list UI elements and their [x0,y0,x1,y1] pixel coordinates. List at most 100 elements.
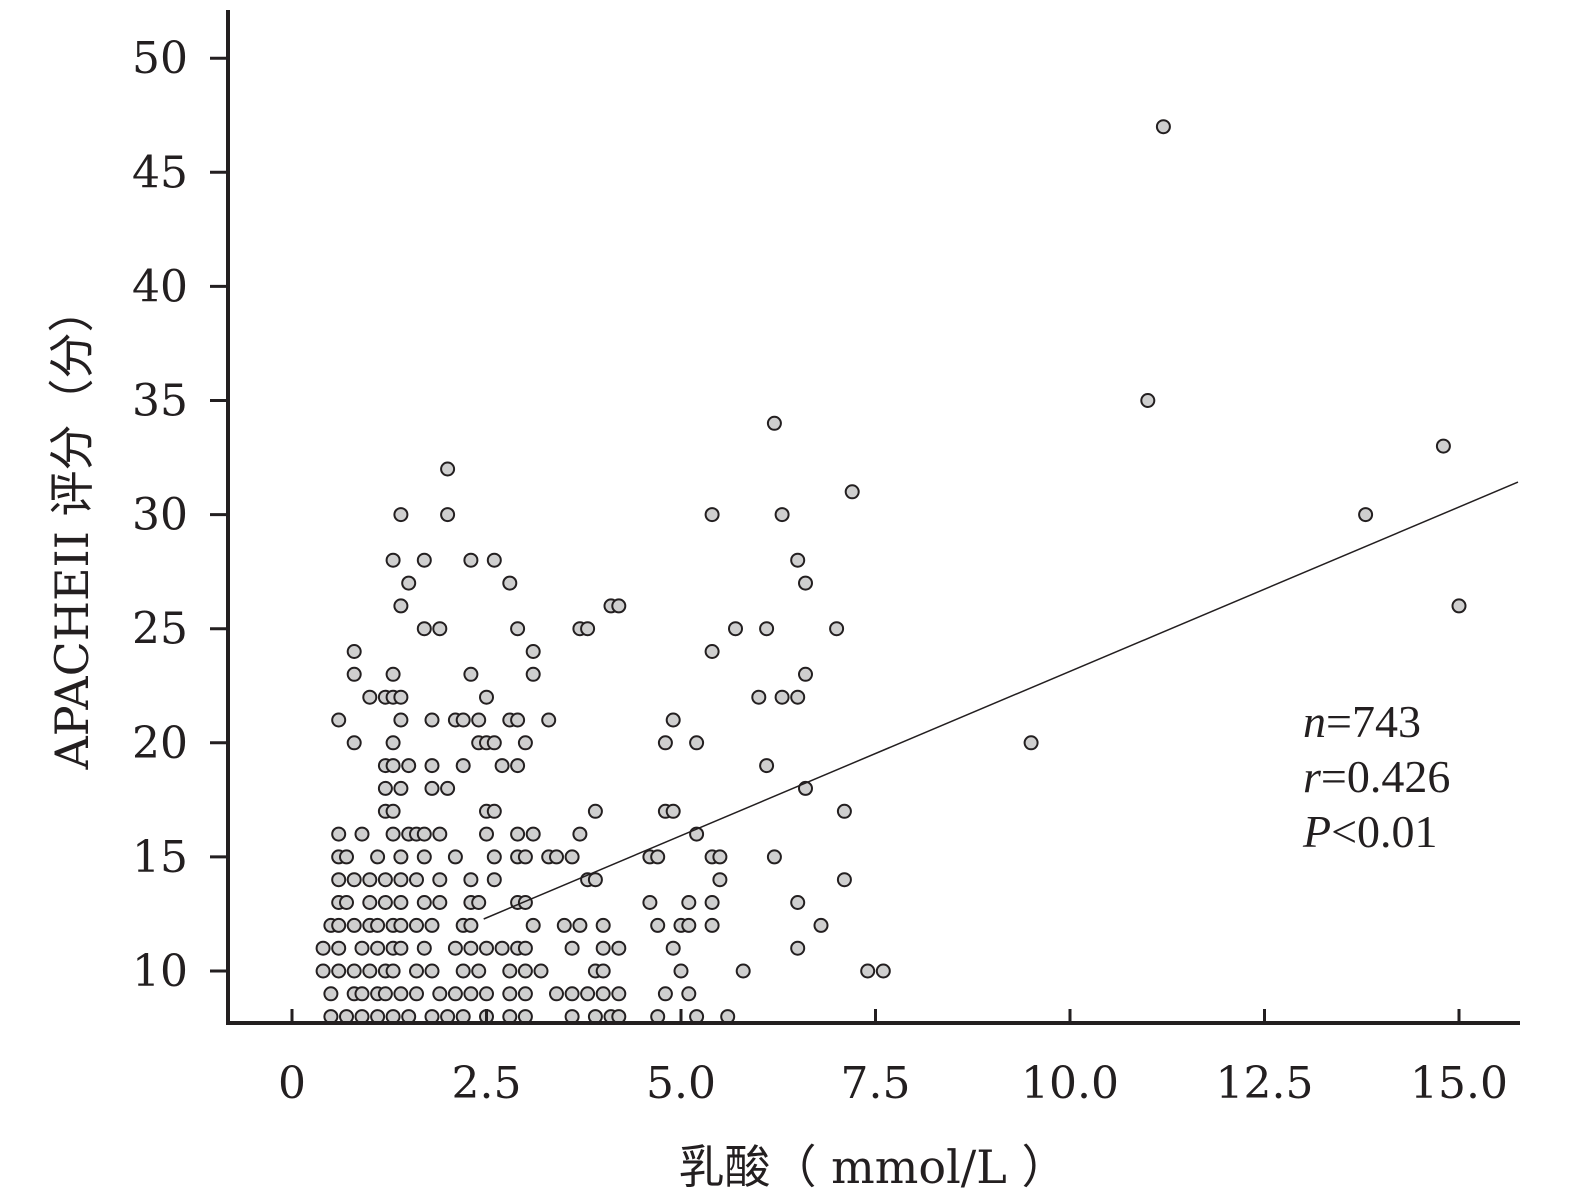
y-tick-label: 20 [132,718,188,769]
data-point [346,644,362,659]
x-tick-label: 5.0 [646,1058,716,1109]
data-point [759,758,775,774]
data-point [440,780,456,796]
data-point [564,986,580,1002]
data-point [393,849,409,865]
data-point [362,895,378,910]
data-point [525,826,541,842]
data-point [339,849,354,865]
stat-r-value: =0.426 [1321,751,1450,802]
data-point [409,986,424,1002]
data-point [331,940,347,956]
data-point [416,552,432,568]
data-point [471,963,487,979]
y-tick-label: 50 [132,33,188,84]
y-tick-label: 25 [132,604,188,655]
x-axis-ticks: 0 2.5 5.0 7.5 10.0 12.5 15.0 [278,1009,1508,1109]
data-point [401,758,417,774]
data-point [331,712,347,728]
data-point [502,986,518,1002]
data-point [510,758,526,774]
data-point [525,644,541,659]
data-point [362,689,378,705]
data-points [315,119,1467,1025]
data-point [385,552,401,568]
data-point [836,872,852,888]
data-point [409,872,424,888]
data-point [370,849,386,865]
data-point [595,986,611,1002]
data-point [875,963,891,979]
data-point [424,712,440,728]
data-point [580,986,596,1002]
data-point [377,872,393,888]
stat-p: P<0.01 [1302,806,1438,857]
data-point [502,575,518,591]
data-point [440,461,456,477]
data-point [393,986,409,1002]
data-point [486,552,502,568]
data-point [650,849,666,865]
data-point [572,917,588,933]
data-point [665,712,681,728]
data-point [416,895,432,910]
data-point [486,872,502,888]
data-point [587,803,603,819]
data-point [432,872,448,888]
y-tick-label: 10 [132,946,188,997]
data-point [385,963,401,979]
stat-p-value: <0.01 [1331,806,1437,857]
data-point [774,689,790,705]
y-axis-title: APACHEII 评分（分） [45,286,99,770]
data-point [479,689,494,705]
data-point [681,895,697,910]
data-point [704,507,720,523]
data-point [362,963,378,979]
data-point [759,621,775,637]
data-point [377,895,393,910]
data-point [416,849,432,865]
x-axis-title: 乳酸（ mmol/L ） [679,1140,1068,1194]
data-point [517,849,533,865]
data-point [1451,598,1467,614]
data-point [401,575,417,591]
data-point [494,758,510,774]
data-point [728,621,743,637]
data-point [385,826,401,842]
data-point [704,644,720,659]
data-point [836,803,852,819]
data-point [844,484,860,500]
data-point [424,758,440,774]
data-point [486,803,502,819]
data-point [486,849,502,865]
data-point [774,507,790,523]
data-point [424,780,440,796]
data-point [798,575,813,591]
data-point [424,917,440,933]
data-point [346,917,362,933]
data-point [416,621,432,637]
regression-line [483,481,1519,920]
data-point [393,940,409,956]
y-tick-label: 30 [132,490,188,541]
data-point [346,872,362,888]
data-point [510,712,526,728]
data-point [510,826,526,842]
data-point [564,940,580,956]
data-point [463,666,479,682]
y-tick-label: 45 [132,147,188,198]
data-point [673,963,689,979]
data-point [1155,119,1171,135]
data-point [385,666,401,682]
data-point [393,780,409,796]
data-point [393,598,409,614]
data-point [432,826,448,842]
stat-r: r=0.426 [1303,751,1450,802]
x-tick-label: 15.0 [1410,1058,1508,1109]
data-point [611,940,627,956]
data-point [517,986,533,1002]
data-point [346,666,362,682]
data-point [657,986,673,1002]
data-point [339,895,354,910]
